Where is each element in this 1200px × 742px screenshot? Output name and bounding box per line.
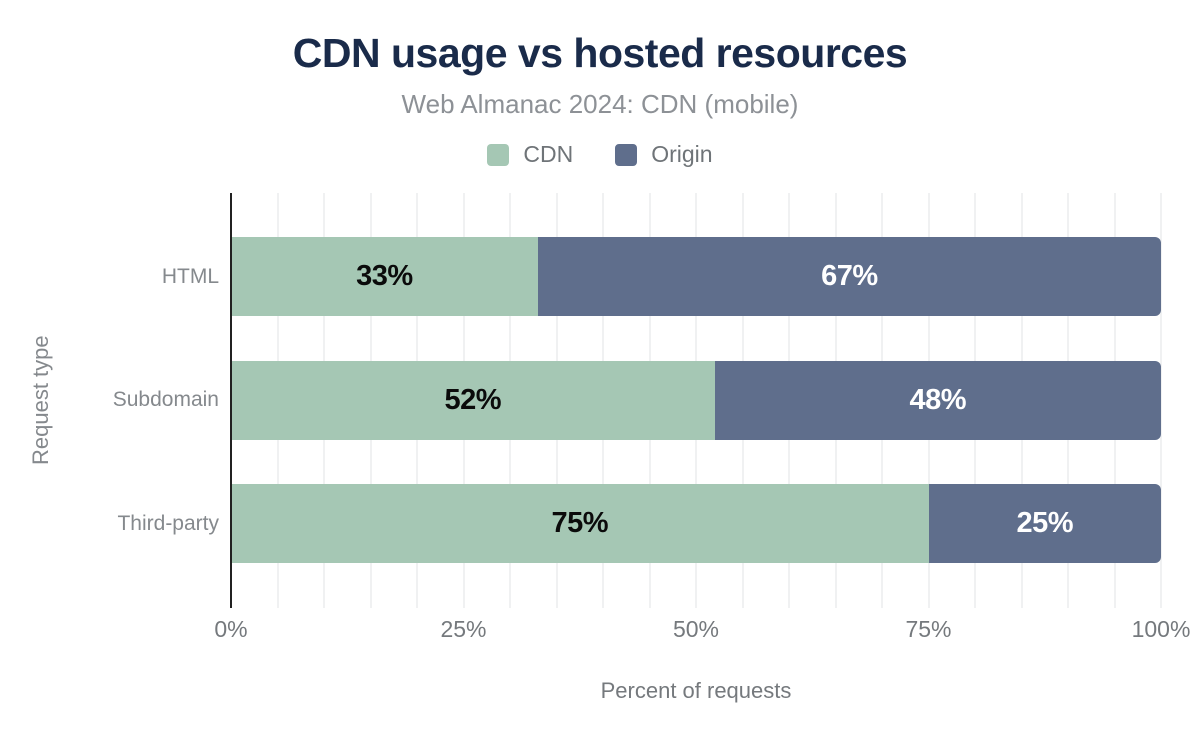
- chart-subtitle: Web Almanac 2024: CDN (mobile): [401, 89, 799, 119]
- legend-label: CDN: [523, 141, 574, 167]
- x-tick-label: 100%: [1131, 616, 1191, 642]
- x-tick-label: 0%: [214, 616, 248, 642]
- bar-row-third-party: 75% 25%: [231, 484, 1161, 563]
- bar-segment-origin: 25%: [928, 484, 1161, 563]
- bar-segment-origin: 67%: [537, 237, 1161, 316]
- y-axis-line: [230, 193, 232, 608]
- x-tick-label: 25%: [440, 616, 487, 642]
- bar-value-label: 25%: [1016, 507, 1074, 539]
- x-tick-label: 75%: [905, 616, 952, 642]
- legend-swatch-icon: [487, 143, 510, 166]
- y-axis-title: Request type: [28, 335, 53, 466]
- legend: CDN Origin: [0, 141, 1200, 168]
- bar-row-html: 33% 67%: [231, 237, 1161, 316]
- x-axis-ticks: 0% 25% 50% 75% 100%: [214, 616, 1190, 646]
- legend-swatch-icon: [615, 143, 638, 166]
- category-label: HTML: [161, 264, 219, 288]
- gridline: [1160, 193, 1162, 608]
- legend-item-cdn: CDN: [487, 141, 573, 168]
- legend-label: Origin: [651, 141, 713, 167]
- x-tick-label: 50%: [672, 616, 720, 642]
- category-label: Third-party: [117, 511, 219, 535]
- chart-title: CDN usage vs hosted resources: [292, 30, 908, 76]
- bar-value-label: 33%: [356, 260, 413, 292]
- legend-item-origin: Origin: [615, 141, 713, 168]
- x-axis-title: Percent of requests: [600, 678, 792, 703]
- plot-area: 33% 67% 52% 48% 75% 25%: [230, 193, 1162, 608]
- bar-segment-cdn: 33%: [231, 237, 538, 316]
- category-label: Subdomain: [112, 388, 219, 411]
- bar-value-label: 75%: [551, 507, 609, 539]
- bar-segment-cdn: 52%: [231, 360, 715, 440]
- bar-value-label: 48%: [909, 383, 967, 416]
- bar-segment-cdn: 75%: [231, 484, 929, 563]
- bar-segment-origin: 48%: [714, 360, 1161, 440]
- bar-value-label: 67%: [821, 260, 878, 292]
- bar-value-label: 52%: [444, 383, 502, 416]
- bar-row-subdomain: 52% 48%: [231, 360, 1161, 440]
